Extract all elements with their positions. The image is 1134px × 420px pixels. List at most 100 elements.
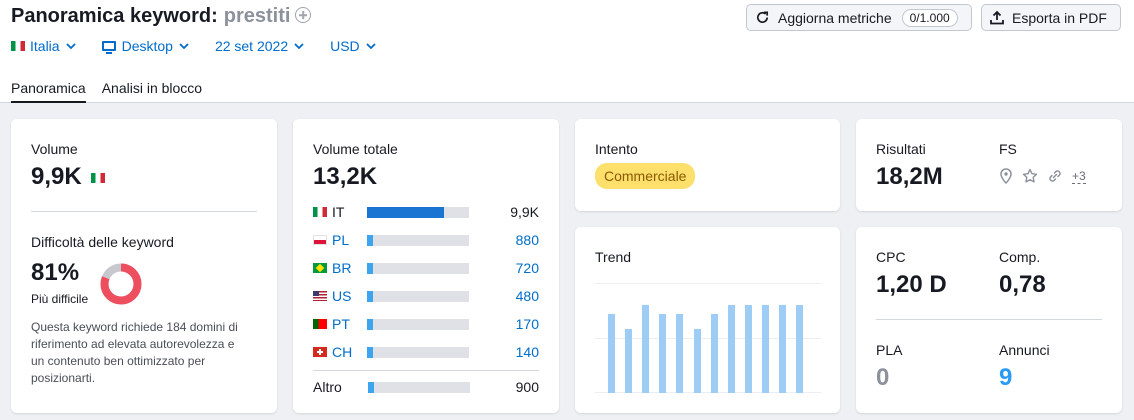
keyword-text: prestiti	[223, 5, 291, 27]
italy-flag-icon	[11, 41, 25, 51]
country-code: IT	[332, 204, 345, 220]
serp-features-more[interactable]: +3	[1072, 168, 1086, 184]
date-filter-label: 22 set 2022	[214, 38, 289, 54]
country-volume-value[interactable]: 170	[515, 316, 539, 332]
difficulty-description: Questa keyword richiede 184 domini di ri…	[31, 319, 238, 387]
date-filter[interactable]: 22 set 2022	[215, 38, 304, 54]
trend-bar[interactable]	[727, 305, 735, 393]
currency-filter[interactable]: USD	[330, 38, 376, 54]
device-filter[interactable]: Desktop	[101, 38, 189, 54]
divider	[876, 319, 1102, 320]
filters-bar: Italia Desktop 22 set 2022 USD	[11, 38, 402, 54]
trend-card: Trend	[575, 227, 840, 413]
country-code[interactable]: CH	[332, 344, 353, 360]
other-value: 900	[515, 379, 539, 395]
refresh-metrics-button[interactable]: Aggiorna metriche 0/1.000	[746, 4, 972, 31]
export-pdf-button[interactable]: Esporta in PDF	[981, 4, 1121, 31]
other-volume-bar	[368, 381, 470, 393]
star-icon[interactable]	[1022, 168, 1038, 184]
trend-bar[interactable]	[642, 305, 650, 393]
trend-bar[interactable]	[779, 305, 786, 393]
tab-bar: Panoramica Analisi in blocco	[11, 80, 218, 103]
country-code[interactable]: PL	[332, 232, 350, 248]
chevron-down-icon	[294, 43, 304, 49]
local-pack-icon[interactable]	[999, 168, 1013, 184]
other-label: Altro	[313, 379, 342, 395]
country-volume-value[interactable]: 480	[515, 288, 539, 304]
intent-badge: Commerciale	[595, 163, 696, 189]
country-row[interactable]: PT 170	[313, 315, 539, 333]
page-title: Panoramica keyword: prestiti	[11, 5, 312, 28]
volume-label: Volume	[31, 141, 78, 157]
country-volume-value[interactable]: 880	[515, 232, 539, 248]
country-row[interactable]: BR 720	[313, 259, 539, 277]
ads-value[interactable]: 9	[999, 364, 1013, 391]
country-volume-value: 9,9K	[510, 204, 539, 220]
chevron-down-icon	[65, 43, 76, 49]
country-volume-value[interactable]: 140	[515, 344, 539, 360]
trend-bar[interactable]	[710, 313, 718, 393]
pl-flag-icon	[313, 235, 327, 245]
volume-value-row: 9,9K	[31, 163, 110, 191]
refresh-counter: 0/1.000	[901, 8, 958, 27]
trend-bar[interactable]	[744, 305, 752, 393]
country-volume-bar	[367, 262, 469, 274]
trend-chart	[595, 283, 821, 393]
country-row-other: Altro 900	[313, 378, 539, 396]
results-label: Risultati	[876, 141, 926, 157]
difficulty-description-line: riferimento ad elevata autorevolezza e	[31, 337, 235, 351]
export-pdf-label: Esporta in PDF	[1012, 9, 1107, 26]
country-volume-bar	[367, 234, 469, 246]
country-row[interactable]: PL 880	[313, 231, 539, 249]
country-filter[interactable]: Italia	[11, 38, 76, 54]
country-volume-bar	[367, 290, 469, 302]
country-volume-bar-fill	[367, 346, 373, 358]
it-flag-icon	[313, 207, 327, 217]
country-row: IT 9,9K	[313, 203, 539, 221]
trend-bar[interactable]	[659, 313, 667, 393]
divider	[313, 370, 539, 371]
country-code[interactable]: US	[332, 288, 352, 304]
country-row[interactable]: US 480	[313, 287, 539, 305]
divider	[31, 211, 257, 212]
results-value: 18,2M	[876, 163, 943, 190]
tab-analisi-in-blocco[interactable]: Analisi in blocco	[101, 80, 203, 96]
country-volume-bar	[367, 206, 469, 218]
trend-bar[interactable]	[625, 329, 633, 393]
trend-bar[interactable]	[761, 305, 769, 393]
difficulty-label: Difficoltà delle keyword	[31, 234, 174, 250]
intent-badge-wrap: Commerciale	[595, 163, 696, 189]
difficulty-value: 81%	[31, 259, 80, 286]
country-volume-value[interactable]: 720	[515, 260, 539, 276]
global-volume-label: Volume totale	[313, 141, 398, 157]
other-volume-bar-fill	[368, 381, 375, 393]
chevron-down-icon	[366, 43, 376, 49]
difficulty-ring-fill	[100, 263, 142, 305]
country-code[interactable]: PT	[332, 316, 350, 332]
top-bar: Panoramica keyword: prestiti Aggiorna met…	[0, 0, 1134, 103]
country-volume-bar-fill	[367, 206, 444, 218]
country-volume-bar	[367, 318, 469, 330]
country-code[interactable]: BR	[332, 260, 352, 276]
tab-panoramica[interactable]: Panoramica	[11, 80, 86, 103]
trend-bar[interactable]	[796, 305, 804, 393]
link-icon[interactable]	[1047, 168, 1063, 184]
trend-bar[interactable]	[608, 313, 615, 393]
desktop-icon	[101, 41, 116, 54]
country-volume-bar	[367, 346, 469, 358]
chevron-down-icon	[179, 43, 189, 49]
country-volume-bar-fill	[367, 290, 373, 302]
trend-gridline	[595, 338, 821, 339]
trend-gridline	[595, 283, 821, 284]
trend-bar[interactable]	[676, 313, 684, 393]
competition-label: Comp.	[999, 249, 1041, 265]
pla-label: PLA	[876, 342, 903, 358]
difficulty-level: Più difficile	[31, 292, 89, 306]
add-to-list-icon[interactable]	[295, 7, 312, 23]
country-row[interactable]: CH 140	[313, 343, 539, 361]
trend-bar[interactable]	[693, 329, 701, 393]
serp-features-icons: +3	[999, 168, 1086, 184]
cpc-label: CPC	[876, 249, 906, 265]
difficulty-ring-chart	[100, 263, 142, 305]
intent-label: Intento	[595, 141, 638, 157]
